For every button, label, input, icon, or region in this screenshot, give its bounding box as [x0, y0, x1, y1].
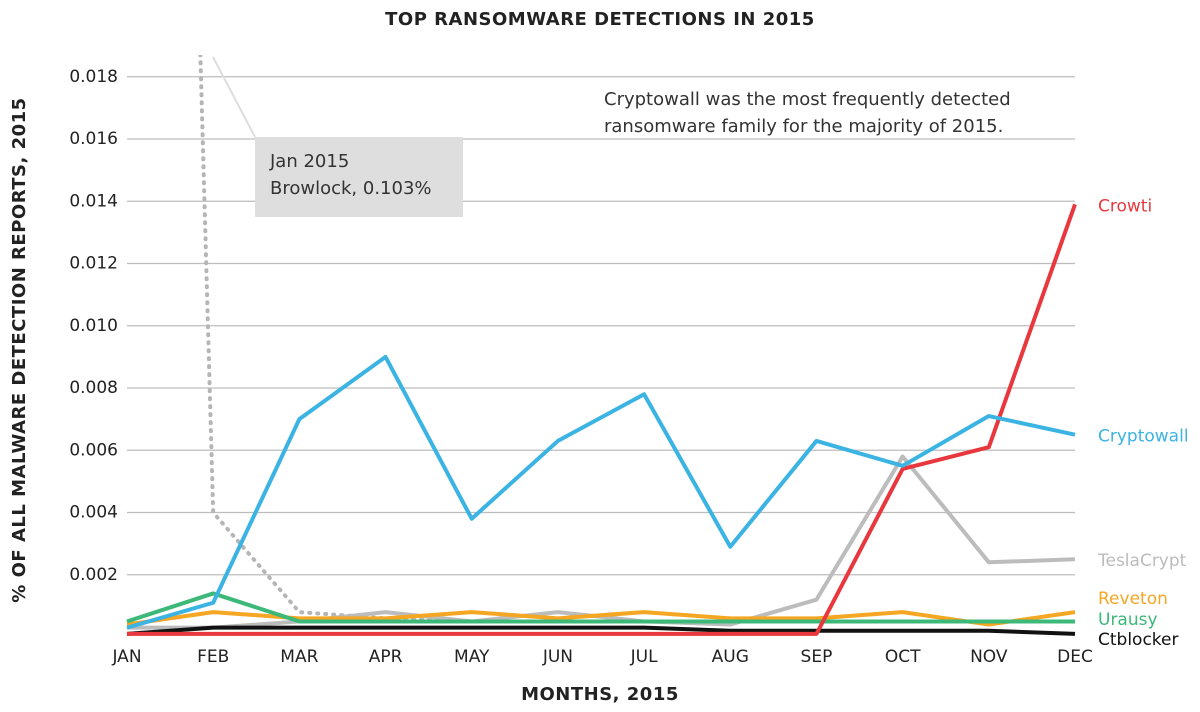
callout-leader [212, 56, 256, 138]
x-tick-label: NOV [970, 647, 1008, 667]
y-tick-label: 0.004 [69, 503, 118, 523]
x-tick-label: DEC [1057, 647, 1093, 667]
x-tick-label: JUL [630, 647, 658, 667]
series-label: Cryptowall [1098, 427, 1189, 447]
series-line [126, 591, 1075, 624]
series-label: Ctblocker [1098, 630, 1178, 650]
y-tick-label: 0.006 [69, 440, 118, 460]
note-text: ransomware family for the majority of 20… [604, 116, 1003, 137]
series-label: TeslaCrypt [1097, 551, 1187, 571]
series-line [127, 203, 1077, 636]
x-axis-label: MONTHS, 2015 [521, 684, 679, 705]
y-tick-label: 0.012 [69, 254, 118, 274]
y-tick-label: 0.008 [69, 378, 118, 398]
x-tick-label: JAN [111, 647, 141, 667]
x-tick-label: APR [369, 647, 403, 667]
x-tick-label: MAY [454, 647, 490, 667]
y-tick-label: 0.010 [69, 316, 118, 336]
x-tick-label: SEP [801, 647, 833, 667]
y-tick-label: 0.014 [69, 191, 118, 211]
y-tick-label: 0.018 [69, 67, 118, 87]
series-line [126, 625, 1076, 636]
series-line [126, 354, 1076, 630]
series-label: Urausy [1098, 610, 1158, 630]
y-tick-label: 0.016 [69, 129, 118, 149]
series-label: Crowti [1098, 196, 1152, 216]
callout-text: Jan 2015 [269, 151, 349, 172]
y-axis-label: % OF ALL MALWARE DETECTION REPORTS, 2015 [9, 97, 30, 602]
x-tick-label: FEB [197, 647, 229, 667]
callout-text: Browlock, 0.103% [270, 178, 432, 199]
lines [126, 55, 1077, 636]
chart-title: TOP RANSOMWARE DETECTIONS IN 2015 [385, 9, 815, 30]
x-tick-label: AUG [712, 647, 749, 667]
y-tick-label: 0.002 [69, 565, 118, 585]
series-label: Reveton [1098, 589, 1168, 609]
x-tick-label: MAR [280, 647, 318, 667]
note-text: Cryptowall was the most frequently detec… [604, 89, 1011, 110]
callout-box [255, 137, 463, 217]
x-tick-label: JUN [542, 647, 573, 667]
x-tick-label: OCT [885, 647, 921, 667]
